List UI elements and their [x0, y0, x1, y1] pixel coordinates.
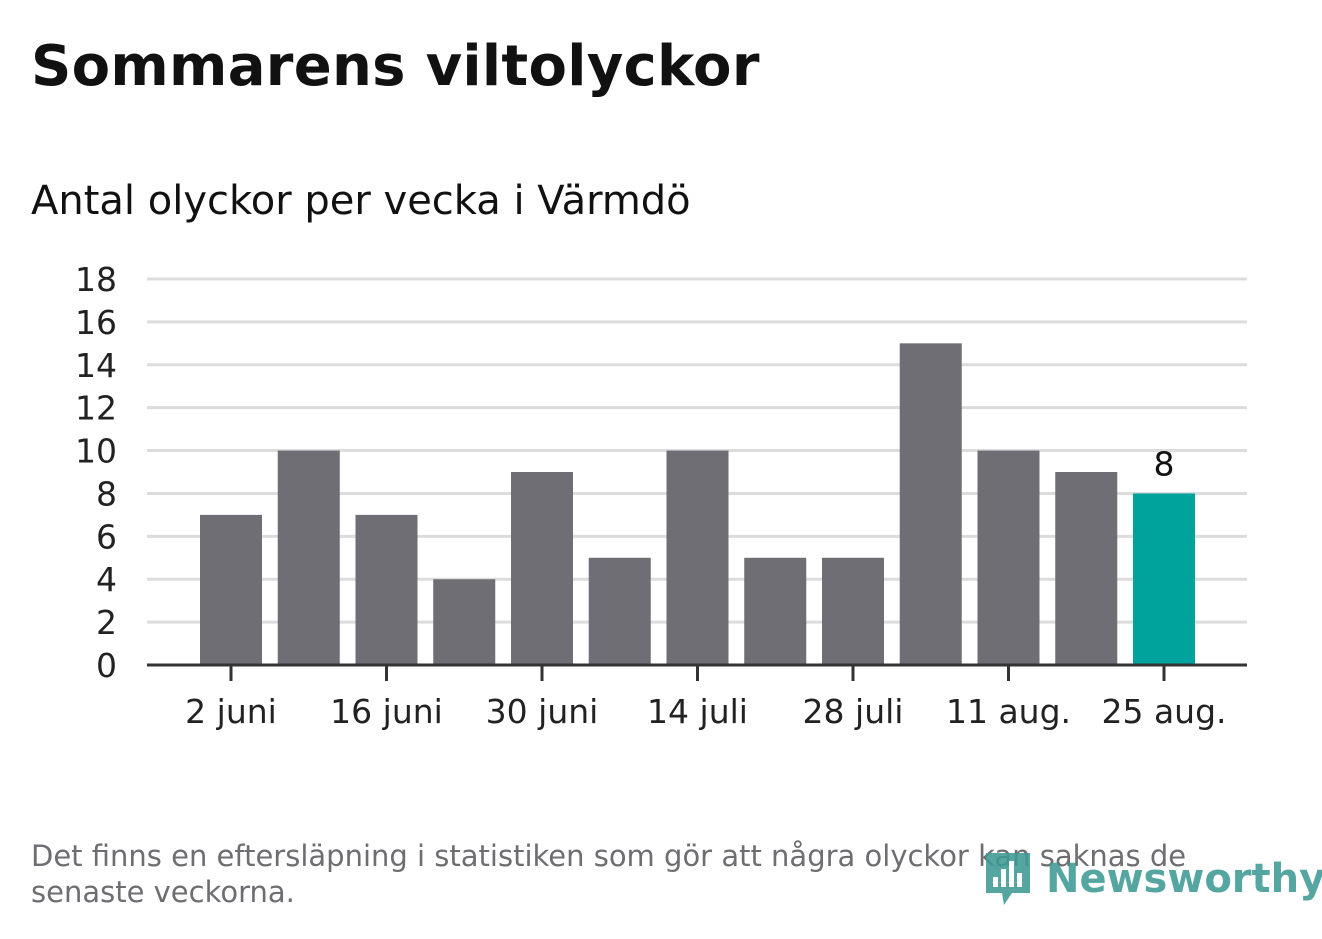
- x-tick-label: 11 aug.: [946, 692, 1071, 731]
- bar: [355, 514, 418, 665]
- x-tick-label: 30 juni: [486, 692, 599, 731]
- bar: [1055, 472, 1118, 665]
- x-tick-label: 2 juni: [185, 692, 277, 731]
- y-tick-label: 0: [96, 646, 117, 685]
- y-tick-label: 18: [75, 260, 117, 299]
- y-tick-label: 12: [75, 389, 117, 428]
- brand-name: Newsworthy: [1046, 856, 1322, 902]
- bar: [200, 514, 262, 665]
- brand-logo: Newsworthy: [982, 848, 1322, 910]
- newsworthy-logo-icon: [986, 853, 1030, 905]
- bar: [588, 557, 651, 665]
- bar: [666, 450, 729, 665]
- x-tick-label: 25 aug.: [1101, 692, 1226, 731]
- bar: [822, 557, 884, 665]
- x-tick-label: 16 juni: [330, 692, 443, 731]
- y-tick-label: 6: [96, 517, 117, 556]
- y-tick-label: 14: [75, 346, 117, 385]
- y-tick-label: 4: [96, 560, 117, 599]
- y-tick-label: 10: [75, 432, 117, 471]
- y-tick-label: 16: [75, 303, 117, 342]
- bar: [433, 579, 496, 665]
- bar: [744, 557, 807, 665]
- bar: [899, 343, 962, 665]
- bar: [277, 450, 340, 665]
- bar: [511, 472, 573, 665]
- data-label: 8: [1154, 444, 1175, 483]
- chart-subtitle: Antal olyckor per vecka i Värmdö: [31, 178, 691, 224]
- y-tick-label: 8: [96, 474, 117, 513]
- chart-title: Sommarens viltolyckor: [31, 34, 760, 99]
- x-tick-label: 14 juli: [647, 692, 748, 731]
- bar: [1133, 493, 1195, 665]
- y-tick-label: 2: [96, 603, 117, 642]
- x-tick-label: 28 juli: [803, 692, 904, 731]
- bar: [977, 450, 1040, 665]
